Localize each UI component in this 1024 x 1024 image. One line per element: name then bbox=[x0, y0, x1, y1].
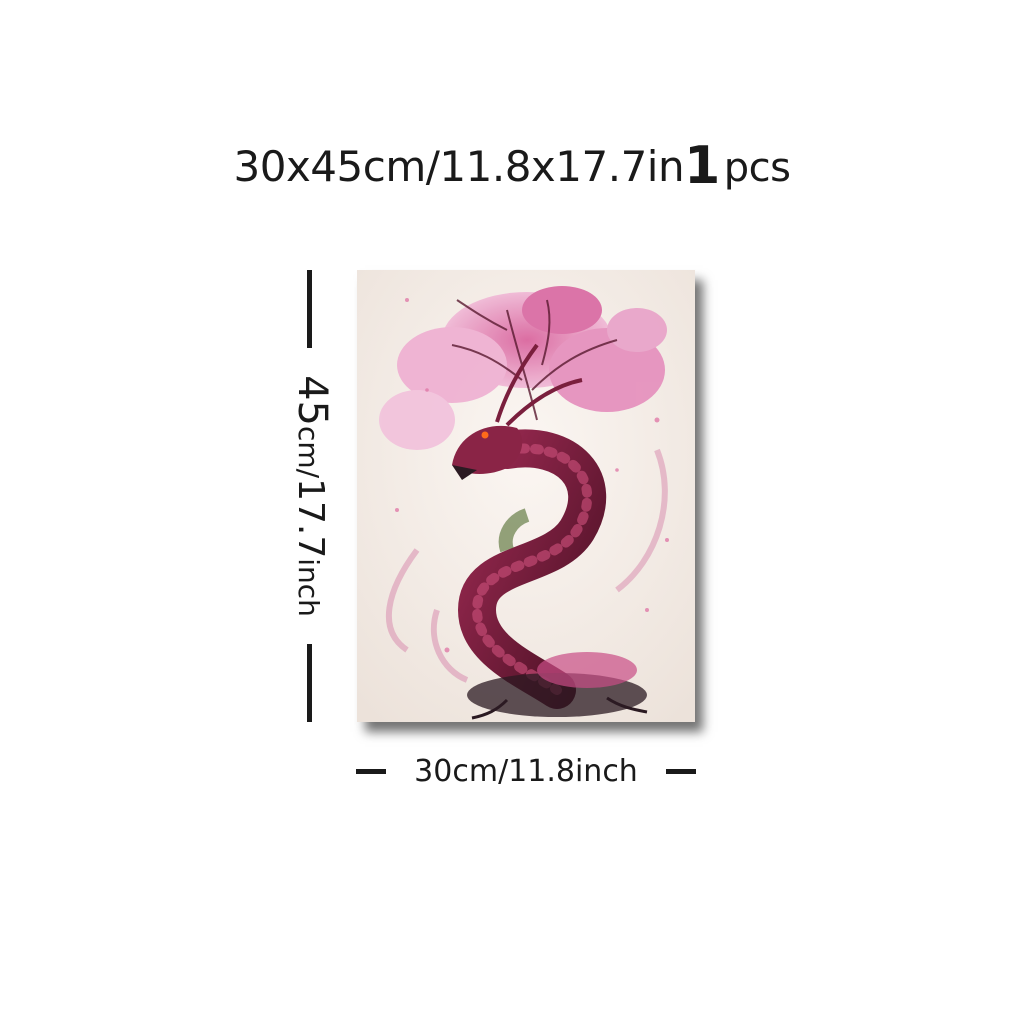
ground-roots bbox=[467, 652, 648, 720]
dragon-artwork bbox=[357, 270, 695, 722]
quantity-number: 1 bbox=[684, 136, 720, 196]
height-bar-top bbox=[307, 270, 312, 348]
dragon-head bbox=[452, 343, 583, 480]
cherry-blossom-canopy bbox=[379, 286, 667, 450]
height-cm-unit: cm/ bbox=[292, 425, 325, 479]
height-dimension-indicator: 45cm/17.7inch bbox=[288, 270, 335, 722]
height-number: 45 bbox=[289, 375, 335, 426]
quantity-unit: pcs bbox=[723, 145, 791, 191]
width-bar-left bbox=[356, 769, 386, 774]
height-inch-unit: inch bbox=[292, 558, 325, 617]
size-text: 30x45cm/11.8x17.7in bbox=[233, 142, 685, 191]
falling-petals bbox=[395, 298, 669, 653]
width-bar-right bbox=[666, 769, 696, 774]
dragon bbox=[452, 343, 607, 709]
size-quantity-title: 30x45cm/11.8x17.7in1 pcs bbox=[0, 136, 1024, 198]
height-inch-number: 17.7 bbox=[290, 478, 331, 559]
height-bar-bottom bbox=[307, 644, 312, 722]
width-dimension-indicator: 30cm/11.8inch bbox=[356, 752, 696, 792]
dragon-canvas-print bbox=[357, 270, 695, 722]
pink-wisps bbox=[385, 448, 668, 683]
height-label: 45cm/17.7inch bbox=[288, 375, 335, 617]
width-label: 30cm/11.8inch bbox=[414, 754, 638, 789]
